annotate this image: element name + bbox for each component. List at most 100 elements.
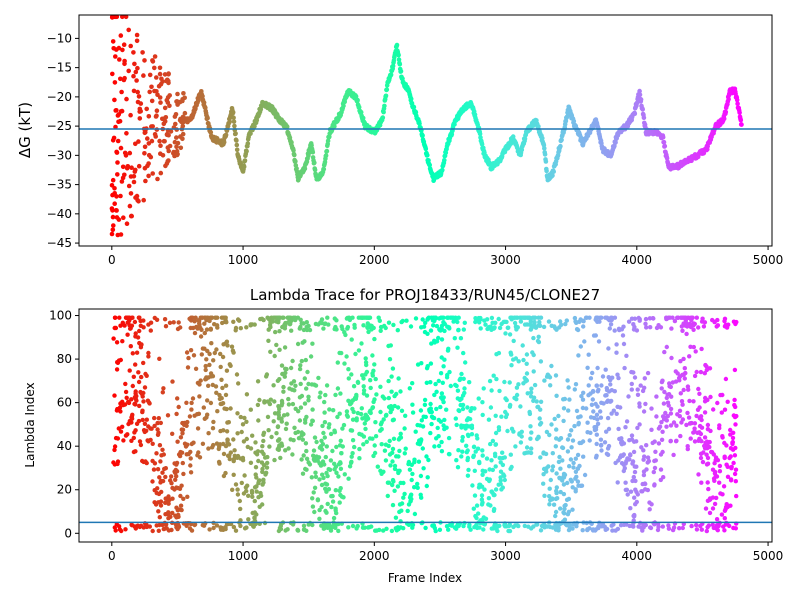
dg-point: [291, 148, 296, 153]
lambda-point: [562, 396, 568, 402]
lambda-point: [156, 430, 161, 435]
lambda-point: [632, 495, 637, 500]
lambda-point: [409, 477, 414, 483]
lambda-point: [689, 523, 694, 529]
lambda-x-ticks: 0 1000 2000 3000 4000 5000: [108, 542, 783, 563]
lambda-point: [646, 458, 652, 464]
dg-point: [157, 138, 162, 144]
lambda-point: [546, 464, 551, 469]
lambda-point: [678, 391, 683, 396]
lambda-point: [543, 451, 549, 457]
lambda-point: [273, 329, 278, 335]
dg-point: [114, 14, 120, 20]
lambda-point: [456, 448, 461, 453]
lambda-point: [461, 350, 466, 356]
lambda-point: [129, 397, 134, 402]
lambda-point: [311, 457, 317, 462]
lambda-point: [350, 438, 356, 443]
lambda-point: [213, 315, 218, 320]
dg-point: [158, 81, 164, 87]
lambda-point: [319, 482, 325, 488]
dg-point: [109, 231, 115, 237]
dg-point: [558, 143, 563, 149]
lambda-point: [524, 352, 530, 357]
dg-point: [661, 139, 667, 145]
lambda-point: [410, 410, 416, 415]
lambda-point: [209, 341, 214, 346]
lambda-point: [243, 485, 249, 490]
lambda-point: [424, 454, 429, 459]
dg-point: [423, 146, 429, 152]
lambda-point: [419, 418, 424, 423]
lambda-point: [269, 434, 274, 440]
dg-point: [380, 115, 386, 120]
lambda-point: [438, 371, 444, 376]
lambda-xtick-label: 3000: [490, 549, 521, 563]
lambda-point: [697, 423, 703, 429]
lambda-point: [664, 424, 669, 429]
lambda-point: [363, 426, 368, 432]
lambda-point: [321, 430, 326, 436]
lambda-point: [372, 362, 377, 367]
lambda-point: [184, 400, 189, 405]
lambda-point: [158, 420, 163, 426]
lambda-point: [681, 387, 686, 393]
lambda-point: [581, 454, 586, 459]
lambda-point: [228, 406, 233, 411]
lambda-point: [549, 323, 554, 328]
lambda-point: [565, 378, 570, 383]
dg-point: [116, 45, 122, 51]
dg-point: [136, 199, 141, 204]
lambda-point: [518, 404, 523, 409]
lambda-point: [306, 460, 311, 465]
lambda-point: [679, 399, 685, 404]
lambda-point: [507, 528, 513, 534]
lambda-point: [152, 315, 157, 321]
lambda-xtick-label: 5000: [753, 549, 784, 563]
lambda-point: [551, 502, 557, 507]
lambda-point: [175, 396, 180, 401]
lambda-point: [641, 409, 647, 414]
lambda-point: [337, 500, 342, 505]
lambda-point: [254, 484, 259, 489]
lambda-point: [580, 318, 586, 323]
lambda-point: [125, 432, 130, 437]
lambda-point: [682, 323, 688, 328]
lambda-point: [137, 403, 142, 409]
lambda-point: [345, 324, 351, 330]
lambda-point: [364, 393, 370, 398]
lambda-point: [391, 436, 397, 441]
lambda-point: [437, 328, 443, 333]
dg-point: [112, 201, 117, 206]
lambda-point: [651, 316, 656, 321]
lambda-point: [372, 397, 377, 402]
lambda-point: [633, 478, 638, 484]
lambda-point: [229, 344, 235, 349]
lambda-point: [429, 421, 434, 427]
dg-point: [115, 160, 120, 165]
lambda-point: [552, 416, 557, 422]
lambda-point: [731, 430, 736, 435]
lambda-point: [566, 408, 571, 413]
dg-panel: 0 1000 2000 3000 4000 5000 −45−40−35−30−25−20…: [16, 14, 783, 267]
lambda-point: [284, 366, 289, 372]
lambda-point: [423, 525, 428, 531]
lambda-point: [505, 325, 510, 330]
lambda-point: [157, 443, 163, 448]
dg-point: [150, 59, 156, 64]
lambda-point: [662, 389, 667, 395]
lambda-point: [131, 374, 136, 379]
lambda-point: [410, 525, 415, 530]
dg-point: [159, 76, 164, 82]
lambda-point: [295, 341, 301, 347]
dg-point: [124, 96, 129, 102]
lambda-point: [604, 451, 610, 456]
lambda-point: [374, 392, 379, 397]
lambda-point: [632, 375, 638, 380]
dg-point: [396, 57, 402, 62]
lambda-point: [113, 435, 119, 441]
lambda-point: [480, 448, 485, 453]
lambda-point: [700, 316, 705, 321]
lambda-point: [725, 474, 731, 479]
lambda-point: [429, 409, 434, 415]
